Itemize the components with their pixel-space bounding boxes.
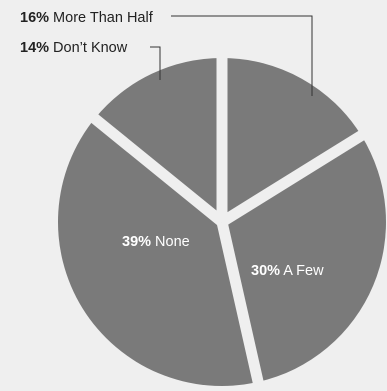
slice-label-none: 39% None bbox=[122, 234, 190, 250]
leader-lines bbox=[150, 15, 313, 96]
slice-separator bbox=[85, 109, 226, 227]
slice-label-a-few: 30% A Few bbox=[251, 263, 324, 279]
slice-separator bbox=[216, 220, 266, 391]
slice-label-dont-know: 14% Don’t Know bbox=[20, 40, 128, 56]
slice-category: More Than Half bbox=[49, 10, 154, 26]
slice-percent: 14% bbox=[20, 40, 49, 56]
slice-separator bbox=[219, 126, 372, 227]
pie-slices bbox=[57, 50, 386, 391]
pie-slice-none bbox=[57, 118, 259, 386]
slice-category: Don’t Know bbox=[49, 40, 128, 56]
slice-category: None bbox=[151, 234, 190, 250]
slice-percent: 30% bbox=[251, 263, 280, 279]
pie-slice-dont-know bbox=[94, 58, 222, 222]
slice-labels: 16% More Than Half 30% A Few 39% None 14% D… bbox=[20, 10, 324, 279]
slice-percent: 39% bbox=[122, 234, 151, 250]
leader-line-more-than-half bbox=[171, 15, 313, 96]
pie-slice-more-than-half bbox=[222, 58, 362, 222]
slice-label-more-than-half: 16% More Than Half bbox=[20, 10, 154, 26]
leader-line-dont-know bbox=[150, 46, 161, 80]
slice-percent: 16% bbox=[20, 10, 49, 26]
slice-category: A Few bbox=[280, 263, 324, 279]
